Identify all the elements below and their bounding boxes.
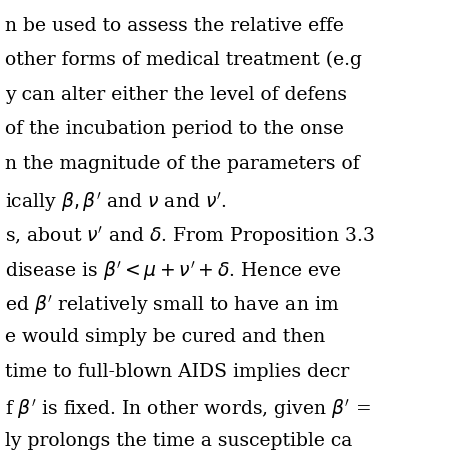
Text: ed $\beta'$ relatively small to have an im: ed $\beta'$ relatively small to have an … (5, 293, 339, 318)
Text: n be used to assess the relative effe: n be used to assess the relative effe (5, 17, 344, 35)
Text: ically $\beta, \beta'$ and $\nu$ and $\nu'$.: ically $\beta, \beta'$ and $\nu$ and $\n… (5, 190, 227, 214)
Text: f $\beta'$ is fixed. In other words, given $\beta'$ =: f $\beta'$ is fixed. In other words, giv… (5, 397, 371, 421)
Text: disease is $\beta' < \mu + \nu' + \delta$. Hence eve: disease is $\beta' < \mu + \nu' + \delta… (5, 259, 341, 283)
Text: other forms of medical treatment (e.g: other forms of medical treatment (e.g (5, 51, 362, 70)
Text: ly prolongs the time a susceptible ca: ly prolongs the time a susceptible ca (5, 432, 352, 450)
Text: time to full-blown AIDS implies decr: time to full-blown AIDS implies decr (5, 363, 349, 381)
Text: e would simply be cured and then: e would simply be cured and then (5, 328, 325, 346)
Text: n the magnitude of the parameters of: n the magnitude of the parameters of (5, 155, 359, 173)
Text: y can alter either the level of defens: y can alter either the level of defens (5, 86, 347, 104)
Text: s, about $\nu'$ and $\delta$. From Proposition 3.3: s, about $\nu'$ and $\delta$. From Propo… (5, 224, 374, 248)
Text: of the incubation period to the onse: of the incubation period to the onse (5, 120, 344, 138)
